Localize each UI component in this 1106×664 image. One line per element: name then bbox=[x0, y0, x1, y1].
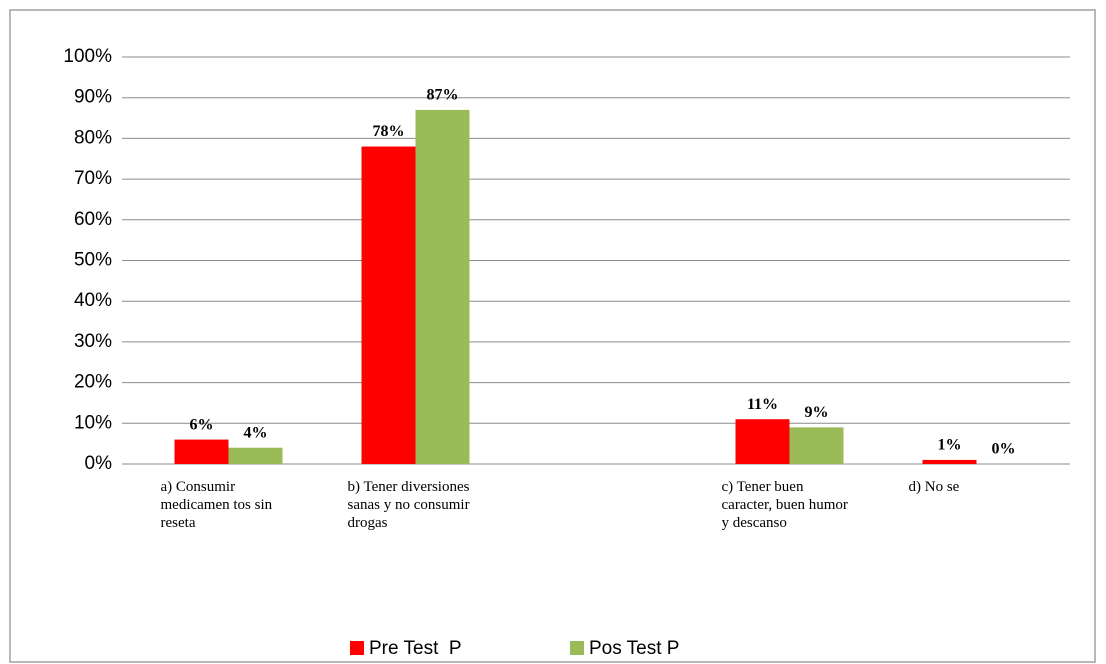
y-tick-label: 60% bbox=[74, 209, 112, 230]
x-tick-label: a) Consumir medicamen tos sin reseta bbox=[160, 479, 273, 531]
x-tick-label: c) Tener buen caracter, buen humor y des… bbox=[721, 479, 848, 531]
bar bbox=[228, 447, 283, 464]
data-label: 11% bbox=[747, 396, 778, 413]
y-tick-label: 70% bbox=[74, 168, 112, 189]
legend-swatch bbox=[570, 641, 584, 655]
x-tick-label-box: d) No se bbox=[908, 479, 960, 495]
data-label: 9% bbox=[805, 404, 829, 421]
y-tick-label: 90% bbox=[74, 87, 112, 108]
chart-frame bbox=[9, 9, 1096, 663]
y-tick-label: 20% bbox=[74, 372, 112, 393]
bar bbox=[361, 146, 416, 465]
bar bbox=[415, 109, 470, 464]
bar bbox=[922, 459, 977, 464]
data-label: 0% bbox=[992, 441, 1016, 458]
bar bbox=[174, 439, 229, 464]
y-tick-label: 100% bbox=[63, 46, 112, 67]
y-tick-label: 80% bbox=[74, 127, 112, 148]
data-label: 1% bbox=[938, 437, 962, 454]
legend-swatch bbox=[350, 641, 364, 655]
y-tick-label: 10% bbox=[74, 412, 112, 433]
bar bbox=[789, 427, 844, 464]
data-label: 6% bbox=[190, 416, 214, 433]
x-tick-label-box: a) Consumir medicamen tos sin reseta bbox=[160, 479, 273, 531]
y-tick-label: 0% bbox=[85, 453, 113, 474]
x-tick-label-box: c) Tener buen caracter, buen humor y des… bbox=[721, 479, 848, 531]
y-tick-label: 40% bbox=[74, 290, 112, 311]
x-tick-label-box: b) Tener diversiones sanas y no consumir… bbox=[347, 479, 470, 531]
legend-label: Pos Test P bbox=[589, 638, 679, 659]
y-tick-label: 50% bbox=[74, 250, 112, 271]
legend-label: Pre Test P bbox=[369, 638, 462, 659]
y-tick-label: 30% bbox=[74, 331, 112, 352]
data-label: 78% bbox=[373, 123, 405, 140]
data-label: 4% bbox=[244, 424, 268, 441]
x-tick-label: d) No se bbox=[908, 479, 960, 495]
data-label: 87% bbox=[427, 87, 459, 104]
bar bbox=[735, 419, 790, 464]
x-tick-label: b) Tener diversiones sanas y no consumir… bbox=[347, 479, 470, 531]
